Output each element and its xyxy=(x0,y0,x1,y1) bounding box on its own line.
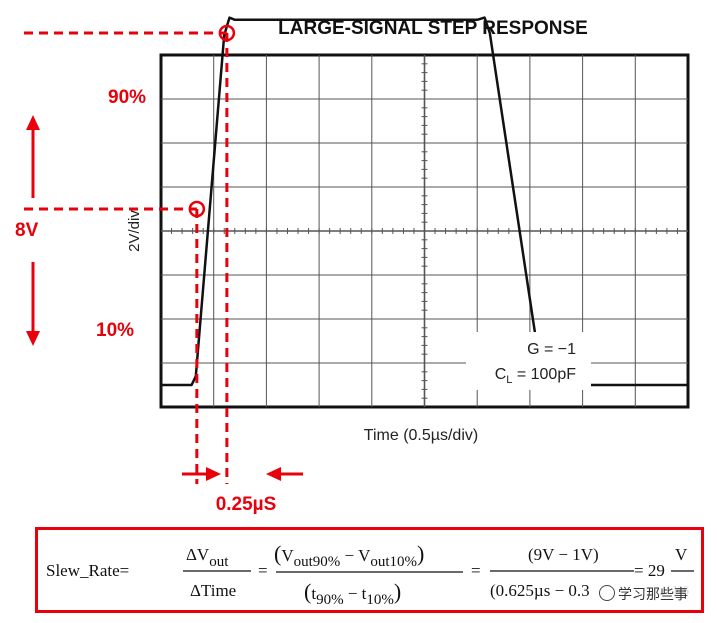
frac2-num-minus: − xyxy=(340,546,358,565)
frac2-num-b: V xyxy=(358,546,371,565)
frac1-num-symbol: ΔV xyxy=(186,545,210,564)
watermark: 学习那些事 xyxy=(596,584,691,604)
formula-lhs: Slew_Rate= xyxy=(46,561,129,580)
frac2-num-b-sub: out10% xyxy=(370,554,417,570)
load-cap-label: CL = 100pF xyxy=(495,366,577,386)
unit-numerator: V xyxy=(675,545,688,564)
frac2-denominator: (t90% − t10%) xyxy=(304,579,401,608)
delta-t-arrowhead-right xyxy=(206,467,221,481)
frac3-numerator: (9V − 1V) xyxy=(528,545,599,564)
formula-result: = 29 xyxy=(634,561,665,580)
x-axis-label: Time (0.5µs/div) xyxy=(364,427,478,444)
load-cap-subscript: L xyxy=(506,374,512,386)
watermark-logo-icon xyxy=(599,585,615,601)
frac1-denominator: ΔTime xyxy=(190,581,236,600)
frac2-den-paren-close: ) xyxy=(394,579,401,604)
frac2-num-paren-open: ( xyxy=(274,541,281,566)
frac2-den-b-sub: 10% xyxy=(366,592,394,608)
y-axis-label: 2V/div xyxy=(126,210,143,252)
load-cap-value: = 100pF xyxy=(512,366,576,383)
frac2-den-b: t xyxy=(362,584,367,603)
frac2-num-paren-close: ) xyxy=(417,541,424,566)
chart-title: LARGE-SIGNAL STEP RESPONSE xyxy=(278,18,588,39)
frac2-numerator: (Vout90% − Vout10%) xyxy=(274,541,424,570)
frac2-den-minus: − xyxy=(344,584,362,603)
delta-v-label: 8V xyxy=(15,220,39,241)
frac3-denominator: (0.625µs − 0.3 xyxy=(490,581,590,600)
frac2-num-a-sub: out90% xyxy=(294,554,341,570)
formula-equals-2: = xyxy=(471,561,481,580)
load-cap-symbol: C xyxy=(495,366,507,383)
frac2-den-paren-open: ( xyxy=(304,579,311,604)
slew-rate-formula: Slew_Rate= ΔVout ΔTime = (Vout90% − Vout… xyxy=(46,541,694,608)
watermark-text: 学习那些事 xyxy=(618,587,688,603)
frac1-numerator: ΔVout xyxy=(186,545,229,570)
p10-marker xyxy=(188,200,206,218)
p90-marker xyxy=(218,24,236,42)
slew-rate-formula-box: Slew_Rate= ΔVout ΔTime = (Vout90% − Vout… xyxy=(35,527,704,613)
conditions-box xyxy=(466,332,591,390)
slew-annotations xyxy=(24,24,303,484)
delta-t-arrowhead-left xyxy=(266,467,281,481)
p10-label: 10% xyxy=(96,320,134,341)
delta-v-arrowhead-up xyxy=(26,115,40,130)
frac2-num-a: V xyxy=(281,546,294,565)
delta-v-arrowhead-down xyxy=(26,331,40,346)
frac1-num-sub: out xyxy=(209,554,229,570)
formula-equals-1: = xyxy=(258,561,268,580)
p90-label: 90% xyxy=(108,87,146,108)
frac2-den-a-sub: 90% xyxy=(316,592,344,608)
delta-t-label: 0.25µS xyxy=(216,494,277,515)
frac2-den-a: t xyxy=(311,584,316,603)
gain-label: G = −1 xyxy=(527,341,576,358)
